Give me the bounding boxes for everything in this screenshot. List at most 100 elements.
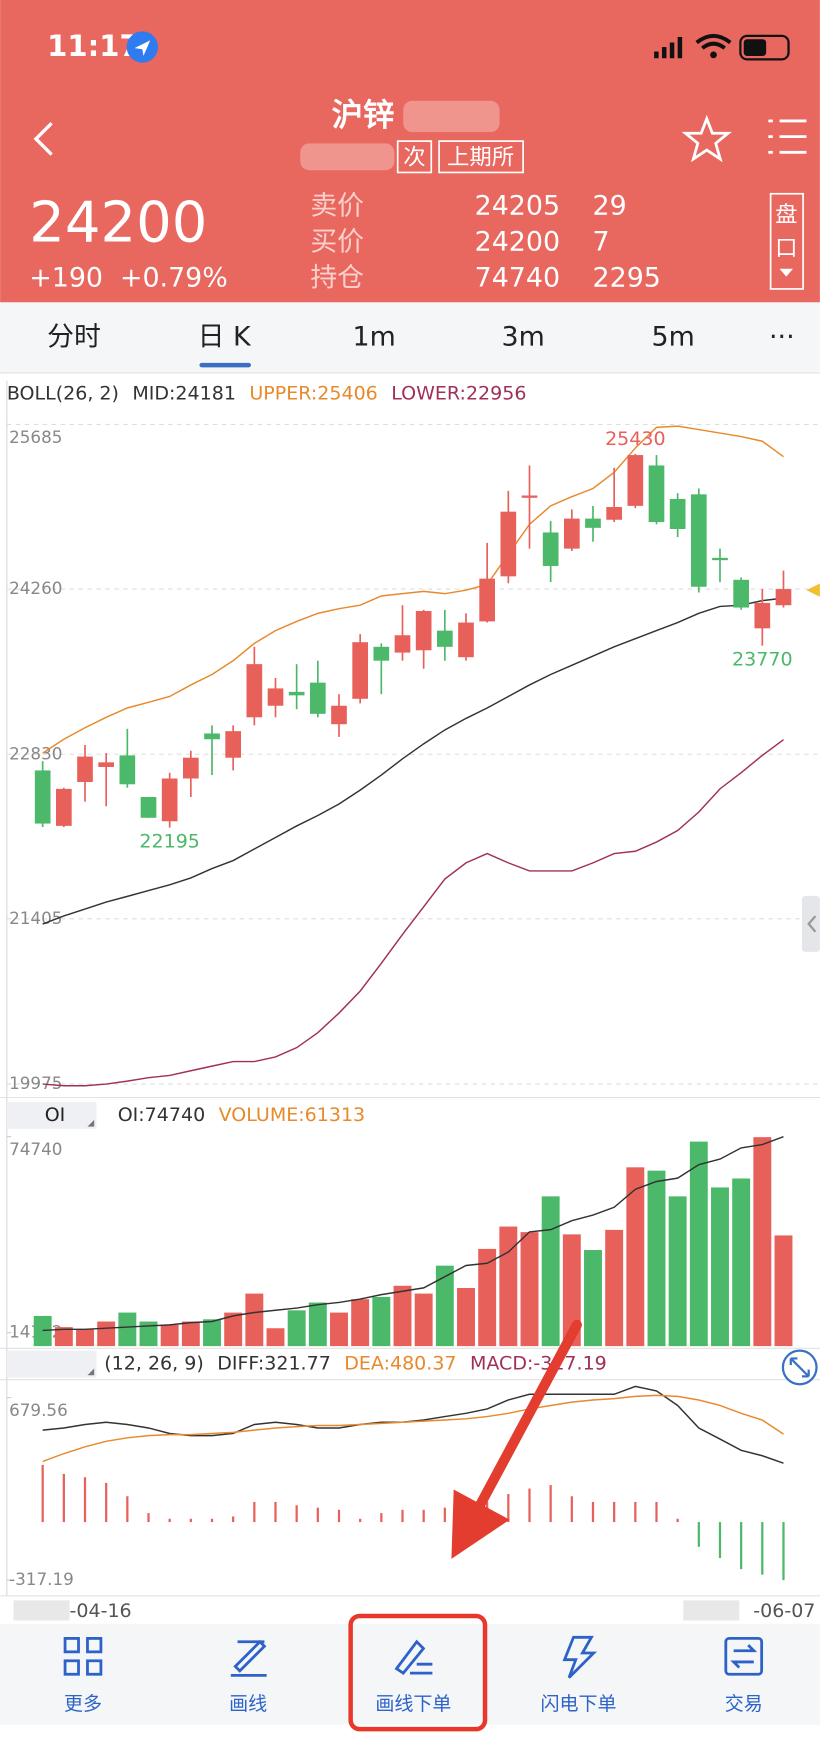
candle-body — [690, 494, 707, 587]
panel-label[interactable]: OI — [45, 1104, 66, 1126]
tab-underline — [199, 362, 251, 368]
tabs: 分时 日 K 1m 3m 5m ··· — [47, 322, 794, 353]
tab[interactable]: ··· — [769, 322, 795, 353]
volume-bar — [668, 1196, 687, 1347]
volume-bar — [647, 1170, 666, 1347]
quote-label: 持仓 — [310, 262, 364, 293]
favorite-button[interactable] — [681, 114, 732, 163]
candle-body — [56, 788, 72, 826]
oi-label-box[interactable] — [6, 1101, 97, 1129]
volume-bar — [266, 1328, 285, 1347]
tab[interactable]: 3m — [501, 322, 544, 353]
volume-bar — [351, 1299, 370, 1347]
candle-body — [500, 511, 517, 577]
signal-icon — [654, 36, 683, 59]
extreme-label: 22195 — [139, 831, 200, 853]
quote-volume: 7 — [593, 227, 610, 258]
legend-item: (12, 26, 9) — [104, 1353, 204, 1375]
volume-bar — [372, 1296, 391, 1347]
exchange-box — [438, 140, 524, 174]
change: +190 — [29, 262, 103, 293]
toolbar-item[interactable]: 交易 — [725, 1693, 763, 1715]
volume-bar — [520, 1232, 539, 1347]
volume-bar — [33, 1315, 52, 1347]
extreme-label: 25430 — [605, 428, 665, 450]
series-line — [42, 425, 784, 754]
tab[interactable]: 分时 — [47, 322, 101, 353]
depth-label: 盘口 — [775, 202, 797, 262]
volume-bar — [181, 1321, 200, 1347]
toolbar-bg — [0, 1623, 820, 1725]
side-arrow — [807, 915, 817, 933]
tag-box — [396, 140, 433, 174]
legend-item: LOWER:22956 — [391, 383, 526, 405]
quote-price: 74740 — [475, 262, 560, 293]
macd-label-box[interactable] — [6, 1350, 97, 1378]
toolbar-item[interactable]: 更多 — [64, 1693, 102, 1715]
charts: BOLL(26, 2) MID:24181 UPPER:25406 LOWER:229… — [6, 383, 820, 1589]
volume-bar — [54, 1327, 73, 1347]
series-line — [42, 1385, 784, 1464]
quote-volume: 2295 — [593, 262, 661, 293]
candle-body — [34, 770, 51, 824]
volume-bar — [457, 1288, 475, 1347]
expand-icon — [789, 1357, 810, 1378]
candle-body — [288, 691, 305, 696]
toolbar-item[interactable]: 闪电下单 — [541, 1693, 617, 1715]
candle-body — [669, 498, 686, 529]
tab[interactable]: 5m — [652, 322, 695, 353]
volume-bar — [499, 1226, 518, 1347]
volume-bar — [393, 1285, 412, 1347]
candle-body — [119, 755, 136, 785]
volume-bar — [435, 1265, 454, 1347]
candle-body — [204, 733, 220, 740]
menu-button[interactable] — [768, 119, 807, 154]
blurred — [13, 1600, 70, 1621]
volume-bar — [308, 1302, 327, 1347]
end-date: -06-07 — [753, 1600, 815, 1622]
candle-body — [182, 757, 199, 779]
quote-table: 卖价 24205 29 买价 24200 7 持仓 74740 2295 — [310, 191, 661, 294]
title: 沪锌 — [332, 97, 395, 133]
candle-body — [352, 642, 369, 699]
y-tick-label: -317.19 — [9, 1569, 74, 1589]
candle-body — [563, 518, 580, 549]
quote-price: 24200 — [475, 227, 560, 258]
legend-item: OI:74740 — [118, 1104, 205, 1126]
candle-body — [606, 507, 622, 520]
annotation-arrowhead — [451, 1489, 510, 1559]
side-handle[interactable] — [801, 895, 820, 952]
exchange: 上期所 — [447, 144, 514, 170]
back-button[interactable] — [33, 122, 53, 156]
price-marker — [806, 583, 820, 597]
y-tick-label: 679.56 — [9, 1400, 68, 1420]
volume-bar — [584, 1250, 602, 1347]
volume-bar — [76, 1329, 94, 1347]
candle-body — [225, 731, 242, 758]
tabs-bg — [0, 302, 820, 373]
annotation-arrow — [474, 1319, 582, 1512]
volume-bar — [732, 1178, 751, 1347]
volume-bar — [753, 1137, 772, 1347]
blurred — [403, 100, 500, 133]
tab[interactable]: 日 K — [198, 322, 252, 353]
tab[interactable]: 1m — [353, 322, 396, 353]
volume-bar — [118, 1312, 137, 1347]
candle-body — [648, 465, 665, 523]
battery — [739, 34, 790, 61]
last-price: 24200 — [29, 190, 207, 255]
change-pct: +0.79% — [120, 262, 228, 293]
volume-bar — [224, 1312, 243, 1347]
depth-button[interactable] — [769, 192, 804, 290]
volume-bar — [562, 1234, 581, 1347]
tag: 次 — [403, 144, 425, 170]
toolbar-item[interactable]: 画线 — [229, 1693, 267, 1715]
status-time: 11:17 — [47, 29, 140, 63]
quote-price: 24205 — [475, 191, 560, 222]
toolbar-item[interactable]: 画线下单 — [375, 1693, 451, 1715]
series-line — [42, 1136, 784, 1332]
candle-body — [521, 495, 538, 498]
battery-level — [743, 39, 767, 56]
